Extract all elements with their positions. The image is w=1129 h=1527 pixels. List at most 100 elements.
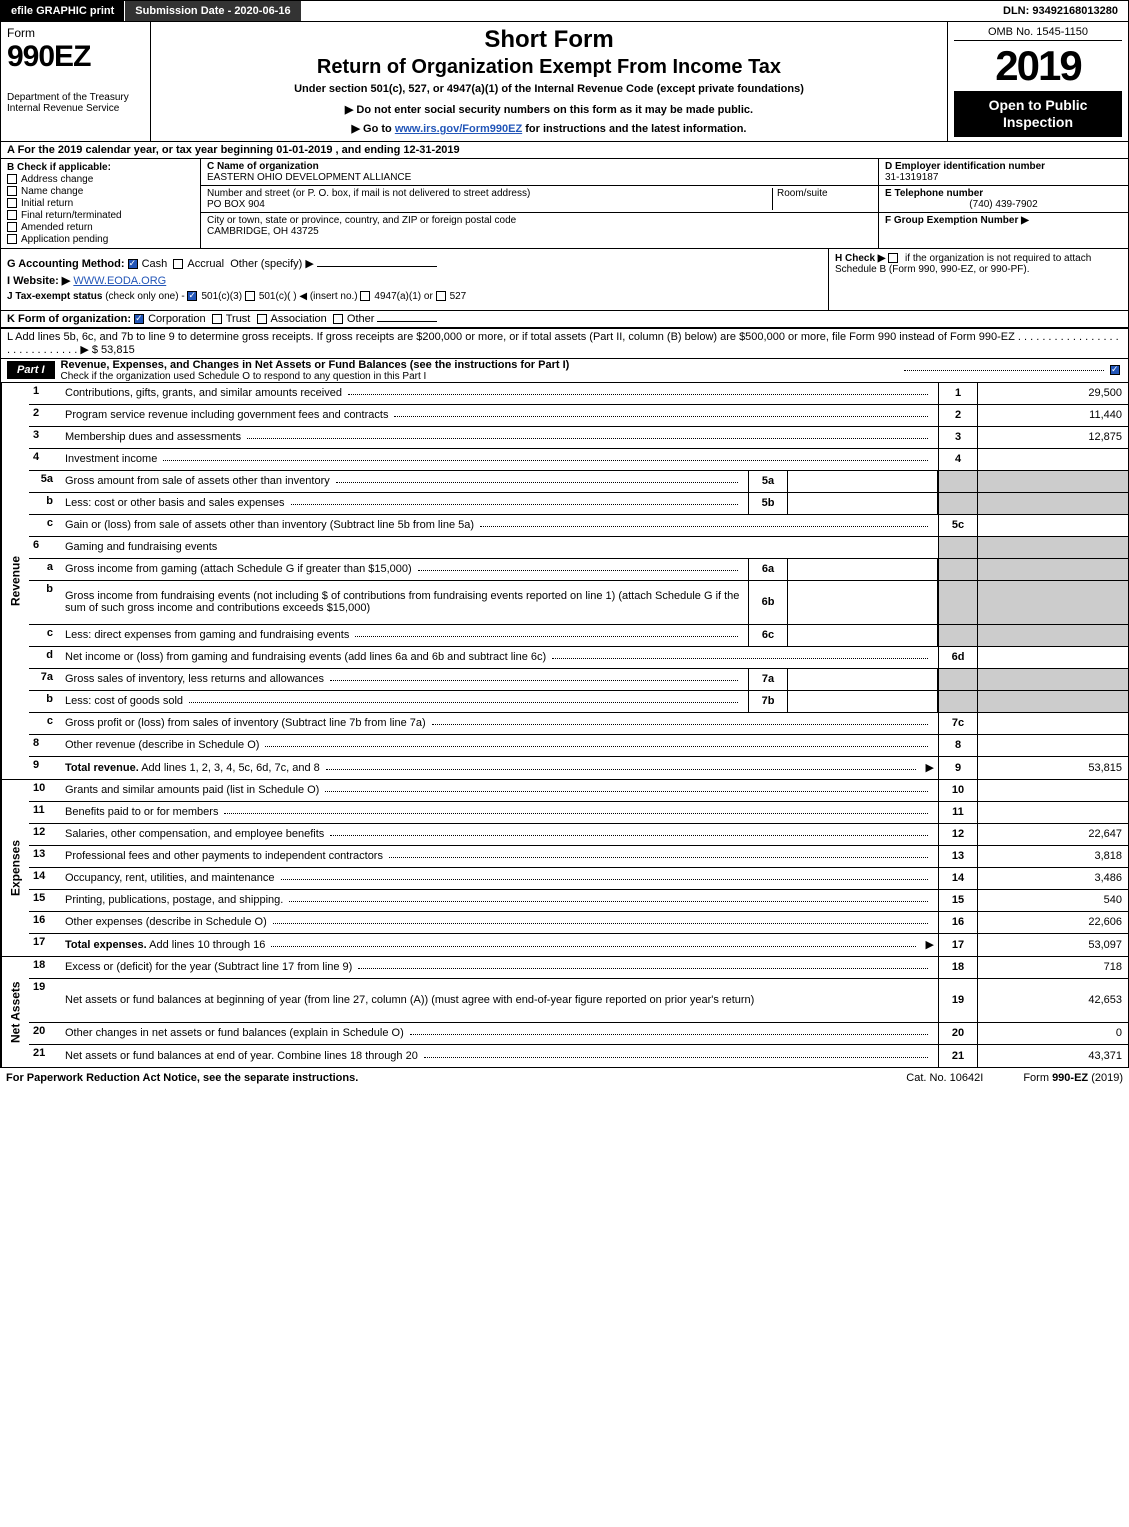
- chk-4947[interactable]: [360, 291, 370, 301]
- right-line-number: 1: [938, 383, 978, 404]
- line-description: Grants and similar amounts paid (list in…: [61, 780, 938, 801]
- revenue-side-label: Revenue: [1, 383, 29, 779]
- right-line-number: [938, 691, 978, 712]
- right-line-value: [978, 647, 1128, 668]
- right-line-value: 12,875: [978, 427, 1128, 448]
- right-line-number: 15: [938, 890, 978, 911]
- right-line-value: [978, 471, 1128, 492]
- table-row: bLess: cost or other basis and sales exp…: [29, 493, 1128, 515]
- mid-line-value: [788, 493, 938, 514]
- expenses-side-label: Expenses: [1, 780, 29, 956]
- table-row: cGross profit or (loss) from sales of in…: [29, 713, 1128, 735]
- chk-application-pending[interactable]: [7, 234, 17, 244]
- line-number: 12: [29, 824, 61, 845]
- chk-other-org[interactable]: [333, 314, 343, 324]
- submission-date-button[interactable]: Submission Date - 2020-06-16: [125, 1, 301, 21]
- netassets-section: Net Assets 18Excess or (deficit) for the…: [0, 957, 1129, 1068]
- g-label: G Accounting Method:: [7, 258, 125, 270]
- line-description: Gross income from fundraising events (no…: [61, 581, 748, 624]
- efile-button[interactable]: efile GRAPHIC print: [1, 1, 125, 21]
- website-link[interactable]: WWW.EODA.ORG: [73, 275, 166, 287]
- line-number: 16: [29, 912, 61, 933]
- return-title: Return of Organization Exempt From Incom…: [159, 56, 939, 79]
- footer-right-pre: Form: [1023, 1072, 1052, 1084]
- chk-527[interactable]: [436, 291, 446, 301]
- table-row: cLess: direct expenses from gaming and f…: [29, 625, 1128, 647]
- line-number: 11: [29, 802, 61, 823]
- table-row: 11Benefits paid to or for members11: [29, 802, 1128, 824]
- form-word: Form: [7, 26, 144, 40]
- right-line-value: 540: [978, 890, 1128, 911]
- table-row: dNet income or (loss) from gaming and fu…: [29, 647, 1128, 669]
- chk-cash[interactable]: [128, 259, 138, 269]
- table-row: 4Investment income4: [29, 449, 1128, 471]
- table-row: 15Printing, publications, postage, and s…: [29, 890, 1128, 912]
- chk-corporation[interactable]: [134, 314, 144, 324]
- row-j: J Tax-exempt status (check only one) - 5…: [7, 291, 822, 302]
- chk-501c[interactable]: [245, 291, 255, 301]
- table-row: 7aGross sales of inventory, less returns…: [29, 669, 1128, 691]
- page-footer: For Paperwork Reduction Act Notice, see …: [0, 1068, 1129, 1088]
- row-a-begin: 01-01-2019: [276, 144, 332, 156]
- table-row: 12Salaries, other compensation, and empl…: [29, 824, 1128, 846]
- line-description: Gross sales of inventory, less returns a…: [61, 669, 748, 690]
- line-number: 18: [29, 957, 61, 978]
- irs-label: Internal Revenue Service: [7, 103, 144, 114]
- right-line-number: [938, 625, 978, 646]
- netasset-lines: 18Excess or (deficit) for the year (Subt…: [29, 957, 1128, 1067]
- line-description: Occupancy, rent, utilities, and maintena…: [61, 868, 938, 889]
- col-h: H Check ▶ if the organization is not req…: [828, 249, 1128, 310]
- part1-title-wrap: Revenue, Expenses, and Changes in Net As…: [61, 359, 898, 382]
- c-org-name: EASTERN OHIO DEVELOPMENT ALLIANCE: [207, 172, 872, 183]
- table-row: aGross income from gaming (attach Schedu…: [29, 559, 1128, 581]
- right-line-number: 9: [938, 757, 978, 779]
- right-line-value: [978, 515, 1128, 536]
- chk-initial-return[interactable]: [7, 198, 17, 208]
- lbl-501c3: 501(c)(3): [201, 291, 242, 302]
- e-phone-label: E Telephone number: [885, 188, 983, 199]
- line-number: 1: [29, 383, 61, 404]
- right-line-value: 53,815: [978, 757, 1128, 779]
- topbar-spacer: [302, 1, 993, 21]
- chk-schedule-b[interactable]: [888, 253, 898, 263]
- right-line-number: 4: [938, 449, 978, 470]
- line-number: 6: [29, 537, 61, 558]
- table-row: 10Grants and similar amounts paid (list …: [29, 780, 1128, 802]
- right-line-number: 5c: [938, 515, 978, 536]
- chk-address-change[interactable]: [7, 174, 17, 184]
- line-number: b: [29, 581, 61, 624]
- l-amount: ▶ $ 53,815: [80, 344, 134, 356]
- chk-schedule-o[interactable]: [1110, 365, 1120, 375]
- other-specify-input[interactable]: [317, 266, 437, 267]
- mid-line-number: 7b: [748, 691, 788, 712]
- mid-line-number: 7a: [748, 669, 788, 690]
- irs-link[interactable]: www.irs.gov/Form990EZ: [395, 123, 522, 135]
- line-description: Professional fees and other payments to …: [61, 846, 938, 867]
- table-row: 2Program service revenue including gover…: [29, 405, 1128, 427]
- right-line-value: 29,500: [978, 383, 1128, 404]
- mid-line-value: [788, 559, 938, 580]
- line-number: b: [29, 691, 61, 712]
- chk-trust[interactable]: [212, 314, 222, 324]
- table-row: 16Other expenses (describe in Schedule O…: [29, 912, 1128, 934]
- chk-final-return[interactable]: [7, 210, 17, 220]
- table-row: 6Gaming and fundraising events: [29, 537, 1128, 559]
- omb-number: OMB No. 1545-1150: [954, 26, 1122, 41]
- mid-line-value: [788, 669, 938, 690]
- col-gijk: G Accounting Method: Cash Accrual Other …: [1, 249, 828, 310]
- line-description: Other changes in net assets or fund bala…: [61, 1023, 938, 1044]
- line-number: d: [29, 647, 61, 668]
- right-line-value: 3,818: [978, 846, 1128, 867]
- tax-year: 2019: [954, 45, 1122, 87]
- chk-501c3[interactable]: [187, 291, 197, 301]
- row-i: I Website: ▶ WWW.EODA.ORG: [7, 274, 822, 287]
- lbl-other-org: Other: [347, 313, 375, 325]
- chk-amended-return[interactable]: [7, 222, 17, 232]
- chk-name-change[interactable]: [7, 186, 17, 196]
- chk-association[interactable]: [257, 314, 267, 324]
- ssn-warning: ▶ Do not enter social security numbers o…: [159, 103, 939, 116]
- chk-accrual[interactable]: [173, 259, 183, 269]
- lbl-final-return: Final return/terminated: [21, 210, 122, 221]
- table-row: 1Contributions, gifts, grants, and simil…: [29, 383, 1128, 405]
- other-org-input[interactable]: [377, 321, 437, 322]
